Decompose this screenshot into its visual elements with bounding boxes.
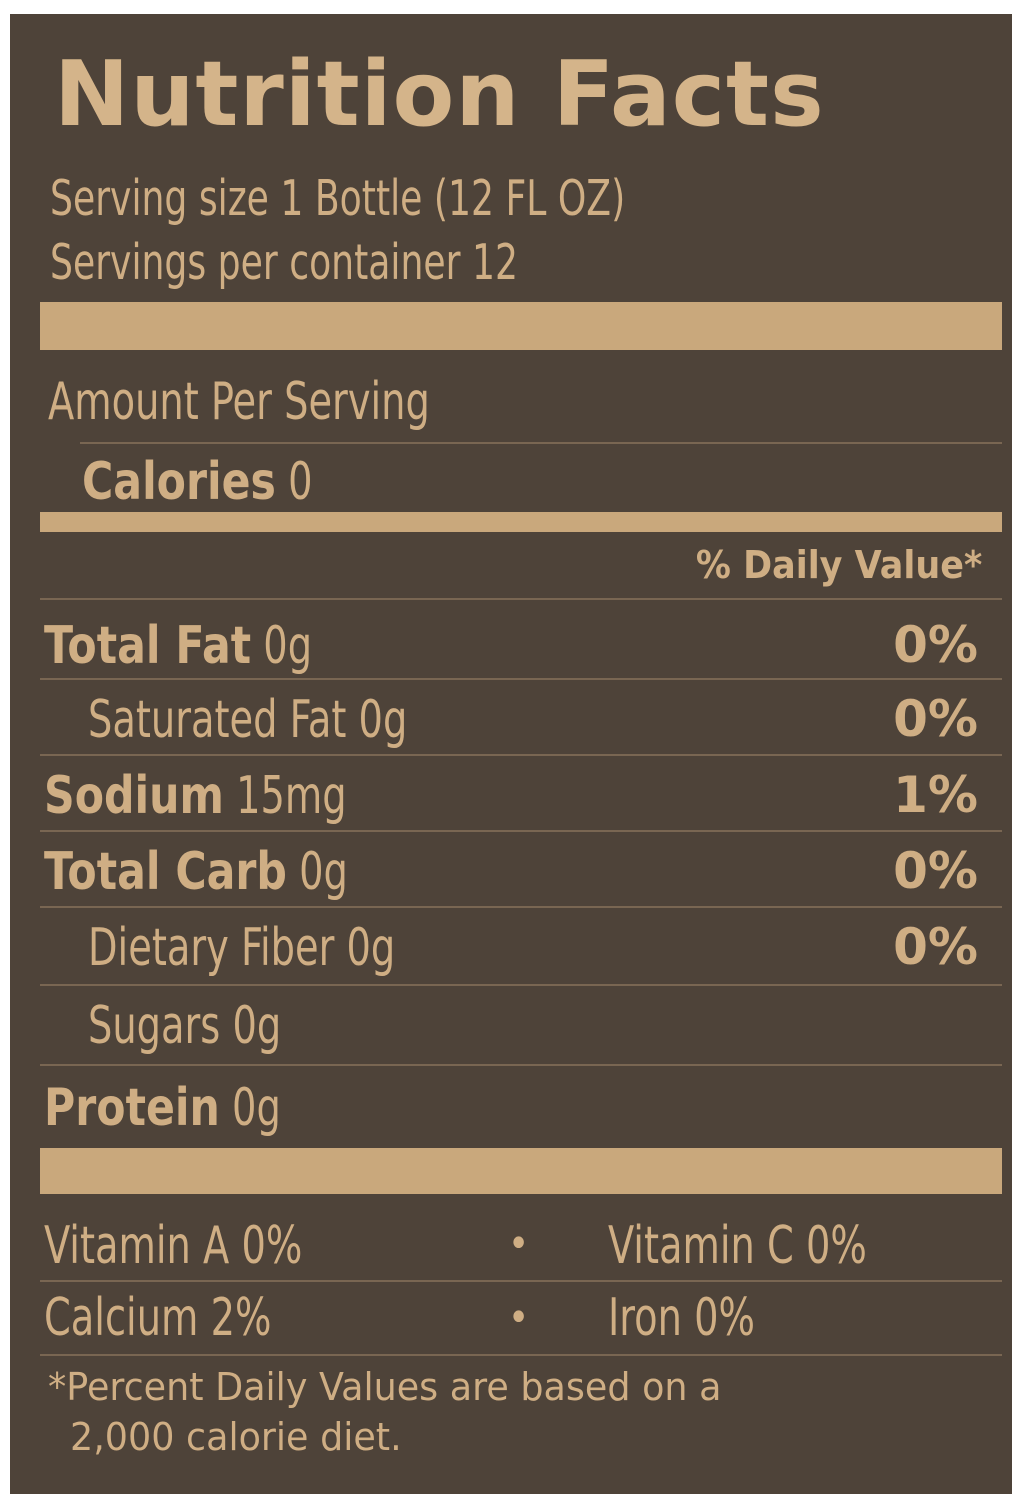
nutrient-dietary-fiber: Dietary Fiber 0g [88,922,395,974]
divider [40,598,1002,600]
nutrient-amount: 0g [299,842,348,902]
nutrient-amount: 0g [232,1078,281,1138]
nutrient-amount: 15mg [236,766,347,826]
nutrient-dv: 0% [893,616,978,674]
nutrient-saturated-fat: Saturated Fat 0g [88,694,407,746]
separator-dot: • [508,1295,530,1341]
divider [40,754,1002,756]
servings-per-container: Servings per container 12 [50,234,518,291]
nutrition-facts-panel: Nutrition Facts Serving size 1 Bottle (1… [10,14,1012,1494]
nutrient-name: Sodium [44,766,224,826]
nutrient-total-carb: Total Carb 0g [44,846,348,898]
nutrient-dv: 0% [893,690,978,748]
calories-value: 0 [288,452,313,512]
calories-label: Calories [82,452,276,512]
nutrient-name: Saturated Fat [88,690,347,750]
nutrient-amount: 0g [346,918,396,978]
nutrient-protein: Protein 0g [44,1082,281,1134]
nutrient-name: Dietary Fiber [88,918,335,978]
nutrition-facts-title: Nutrition Facts [54,42,825,147]
nutrient-name: Sugars [88,996,221,1056]
thick-divider-bottom [40,1148,1002,1194]
divider [40,678,1002,680]
nutrient-dv: 0% [893,842,978,900]
nutrient-name: Total Fat [44,616,252,676]
nutrient-dv: 1% [893,766,978,824]
calories-row: Calories 0 [82,456,313,508]
nutrient-amount: 0g [232,996,282,1056]
footnote-line-2: 2,000 calorie diet. [70,1415,402,1459]
divider [40,984,1002,986]
nutrient-amount: 0g [263,616,313,676]
nutrient-name: Total Carb [44,842,287,902]
iron: Iron 0% [608,1288,755,1348]
nutrient-dv: 0% [893,918,978,976]
thick-divider-top [40,302,1002,350]
daily-value-header: % Daily Value* [695,543,982,587]
divider [40,830,1002,832]
divider [40,1354,1002,1356]
nutrient-sugars: Sugars 0g [88,1000,281,1052]
nutrient-name: Protein [44,1078,220,1138]
nutrient-sodium: Sodium 15mg [44,770,347,822]
nutrient-amount: 0g [358,690,408,750]
nutrient-total-fat: Total Fat 0g [44,620,312,672]
medium-divider [40,512,1002,532]
serving-size: Serving size 1 Bottle (12 FL OZ) [50,170,626,227]
divider [40,906,1002,908]
footnote-line-1: *Percent Daily Values are based on a [48,1365,722,1409]
vitamin-c: Vitamin C 0% [608,1216,867,1276]
divider [40,1280,1002,1282]
separator-dot: • [508,1221,530,1267]
calcium: Calcium 2% [44,1288,272,1348]
divider [80,442,1002,444]
vitamin-a: Vitamin A 0% [44,1216,303,1276]
amount-per-serving: Amount Per Serving [48,372,430,432]
divider [40,1064,1002,1066]
